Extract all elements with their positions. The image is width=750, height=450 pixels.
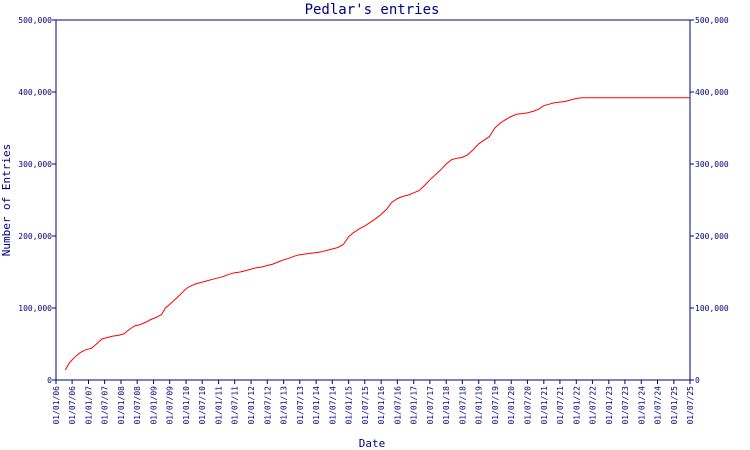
y-tick-label-left: 300,000 [18,160,52,169]
x-tick-label: 01/07/24 [654,386,663,425]
x-tick-label: 01/07/20 [523,386,532,425]
x-tick-label: 01/07/25 [686,386,695,425]
x-axis: 01/01/06 01/07/06 01/01/07 01/07/07 01/01/08… [52,380,695,425]
x-tick-label: 01/01/14 [312,386,321,425]
x-tick-label: 01/07/22 [588,386,597,425]
x-tick-label: 01/01/23 [605,386,614,425]
series-layer [64,97,690,371]
x-tick-label: 01/01/10 [182,386,191,425]
x-tick-label: 01/07/11 [231,386,240,425]
x-tick-label: 01/07/06 [68,386,77,425]
x-tick-label: 01/01/06 [52,386,61,425]
y-axis-title: Number of Entries [0,144,13,257]
x-tick-label: 01/07/19 [491,386,500,425]
x-tick-label: 01/01/25 [670,386,679,425]
y-tick-label-right: 0 [695,376,700,385]
chart-title: Pedlar's entries [305,2,440,18]
x-tick-label: 01/01/22 [572,386,581,425]
x-tick-label: 01/01/08 [117,386,126,425]
x-tick-label: 01/07/21 [556,386,565,425]
x-tick-label: 01/07/15 [361,386,370,425]
y-tick-label-right: 500,000 [695,16,729,25]
y-tick-label-right: 300,000 [695,160,729,169]
y-tick-label-left: 200,000 [18,232,52,241]
y-tick-label-right: 200,000 [695,232,729,241]
x-tick-label: 01/01/18 [442,386,451,425]
x-tick-label: 01/01/19 [475,386,484,425]
y-tick-label-right: 100,000 [695,304,729,313]
x-tick-label: 01/01/15 [345,386,354,425]
y-tick-label-left: 0 [47,376,52,385]
x-tick-label: 01/07/13 [296,386,305,425]
x-tick-label: 01/01/07 [84,386,93,425]
x-axis-title: Date [359,437,386,450]
y-axis-right: 0 100,000 200,000 300,000 400,000 500,000 [690,16,729,385]
x-tick-label: 01/07/09 [166,386,175,425]
x-tick-label: 01/07/23 [621,386,630,425]
y-axis-left: 0 100,000 200,000 300,000 400,000 500,000 [18,16,56,385]
y-tick-label-left: 100,000 [18,304,52,313]
x-tick-label: 01/01/11 [215,386,224,425]
x-tick-label: 01/07/07 [101,386,110,425]
y-tick-label-left: 500,000 [18,16,52,25]
x-tick-label: 01/07/12 [263,386,272,425]
x-tick-label: 01/07/14 [328,386,337,425]
x-tick-label: 01/01/17 [410,386,419,425]
x-tick-label: 01/01/12 [247,386,256,425]
series-line [64,97,690,371]
x-tick-label: 01/01/16 [377,386,386,425]
y-tick-label-right: 400,000 [695,88,729,97]
x-tick-label: 01/07/18 [458,386,467,425]
plot-frame [55,19,691,381]
x-tick-label: 01/07/08 [133,386,142,425]
x-tick-label: 01/01/24 [637,386,646,425]
x-tick-label: 01/07/16 [393,386,402,425]
x-tick-label: 01/01/13 [280,386,289,425]
x-tick-label: 01/01/20 [507,386,516,425]
x-tick-label: 01/01/21 [540,386,549,425]
x-tick-label: 01/01/09 [150,386,159,425]
x-tick-label: 01/07/17 [426,386,435,425]
y-tick-label-left: 400,000 [18,88,52,97]
x-tick-label: 01/07/10 [198,386,207,425]
